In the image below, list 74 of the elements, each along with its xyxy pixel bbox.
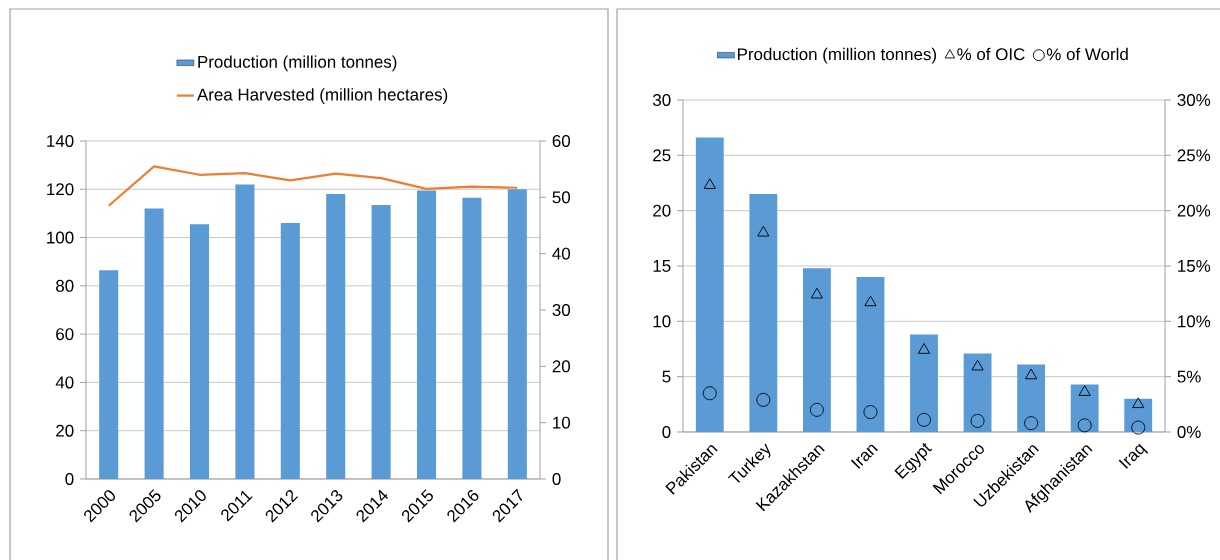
point xyxy=(1132,397,1145,409)
point xyxy=(756,392,771,407)
point xyxy=(809,402,824,417)
y-tick-label: 60 xyxy=(56,328,74,341)
bar xyxy=(749,194,778,432)
y2-tick-label: 30 xyxy=(552,303,571,316)
bar xyxy=(910,334,938,432)
bar xyxy=(856,277,885,432)
x-tick-label: Iran xyxy=(850,444,878,469)
bar xyxy=(695,137,724,432)
y-tick-label: 15 xyxy=(653,260,671,272)
y2-tick-label: 25% xyxy=(1177,149,1211,162)
point xyxy=(702,386,717,401)
y-tick-label: 40 xyxy=(55,376,74,389)
y-tick-label: 140 xyxy=(47,134,74,147)
y-tick-label: 0 xyxy=(65,472,74,485)
point xyxy=(1131,420,1146,435)
point xyxy=(970,413,985,428)
bar xyxy=(371,204,391,479)
point xyxy=(863,405,878,420)
y-tick-label: 80 xyxy=(56,279,74,292)
y-tick-label: 10 xyxy=(653,315,671,328)
bar xyxy=(1017,364,1046,432)
point xyxy=(1078,385,1091,396)
y-tick-label: 20 xyxy=(56,424,74,437)
legend-label: % of OIC xyxy=(957,47,1025,61)
y-tick-label: 5 xyxy=(662,370,671,383)
x-tick-label: Iraq xyxy=(1118,443,1149,469)
legend-label: Area Harvested (million hectares) xyxy=(196,88,448,104)
y2-tick-label: 10% xyxy=(1178,315,1211,328)
y-tick-label: 120 xyxy=(47,183,74,196)
point xyxy=(1024,416,1039,431)
bar xyxy=(462,197,482,479)
bar xyxy=(802,268,831,432)
bar xyxy=(1070,384,1099,432)
y2-tick-label: 20% xyxy=(1177,204,1211,217)
point xyxy=(1025,368,1038,380)
bar xyxy=(963,353,992,432)
bar xyxy=(280,223,300,479)
y2-tick-label: 10 xyxy=(553,416,571,429)
y-tick-label: 0 xyxy=(662,425,671,438)
y2-tick-label: 40 xyxy=(552,247,571,260)
y-tick-label: 20 xyxy=(653,204,671,217)
bar xyxy=(1124,398,1153,432)
legend-label: Production (million tonnes) xyxy=(737,47,937,64)
y2-tick-label: 30% xyxy=(1177,93,1211,106)
y2-tick-label: 20 xyxy=(552,360,571,373)
point xyxy=(971,359,984,371)
point xyxy=(864,295,877,307)
point xyxy=(757,225,770,237)
line-series xyxy=(107,165,519,207)
point xyxy=(703,178,716,189)
y-tick-label: 25 xyxy=(653,149,671,162)
legend-label: % of World xyxy=(1046,47,1128,61)
bar xyxy=(507,189,527,479)
legend-label: Production (million tonnes) xyxy=(198,55,397,72)
y2-tick-label: 60 xyxy=(552,134,571,147)
bar xyxy=(189,224,210,479)
y2-tick-label: 0% xyxy=(1177,425,1201,438)
point xyxy=(917,412,931,427)
bar xyxy=(235,184,255,479)
bar xyxy=(144,208,164,479)
y2-tick-label: 50 xyxy=(552,191,571,204)
point xyxy=(810,287,823,299)
y2-tick-label: 15% xyxy=(1178,260,1211,272)
point xyxy=(917,343,931,354)
y2-tick-label: 5% xyxy=(1177,370,1201,383)
y-tick-label: 100 xyxy=(47,231,74,244)
bar xyxy=(416,190,437,479)
y2-tick-label: 0 xyxy=(552,472,561,485)
bar xyxy=(99,270,119,479)
y-tick-label: 30 xyxy=(652,93,671,106)
bar xyxy=(326,194,346,479)
point xyxy=(1077,418,1092,433)
